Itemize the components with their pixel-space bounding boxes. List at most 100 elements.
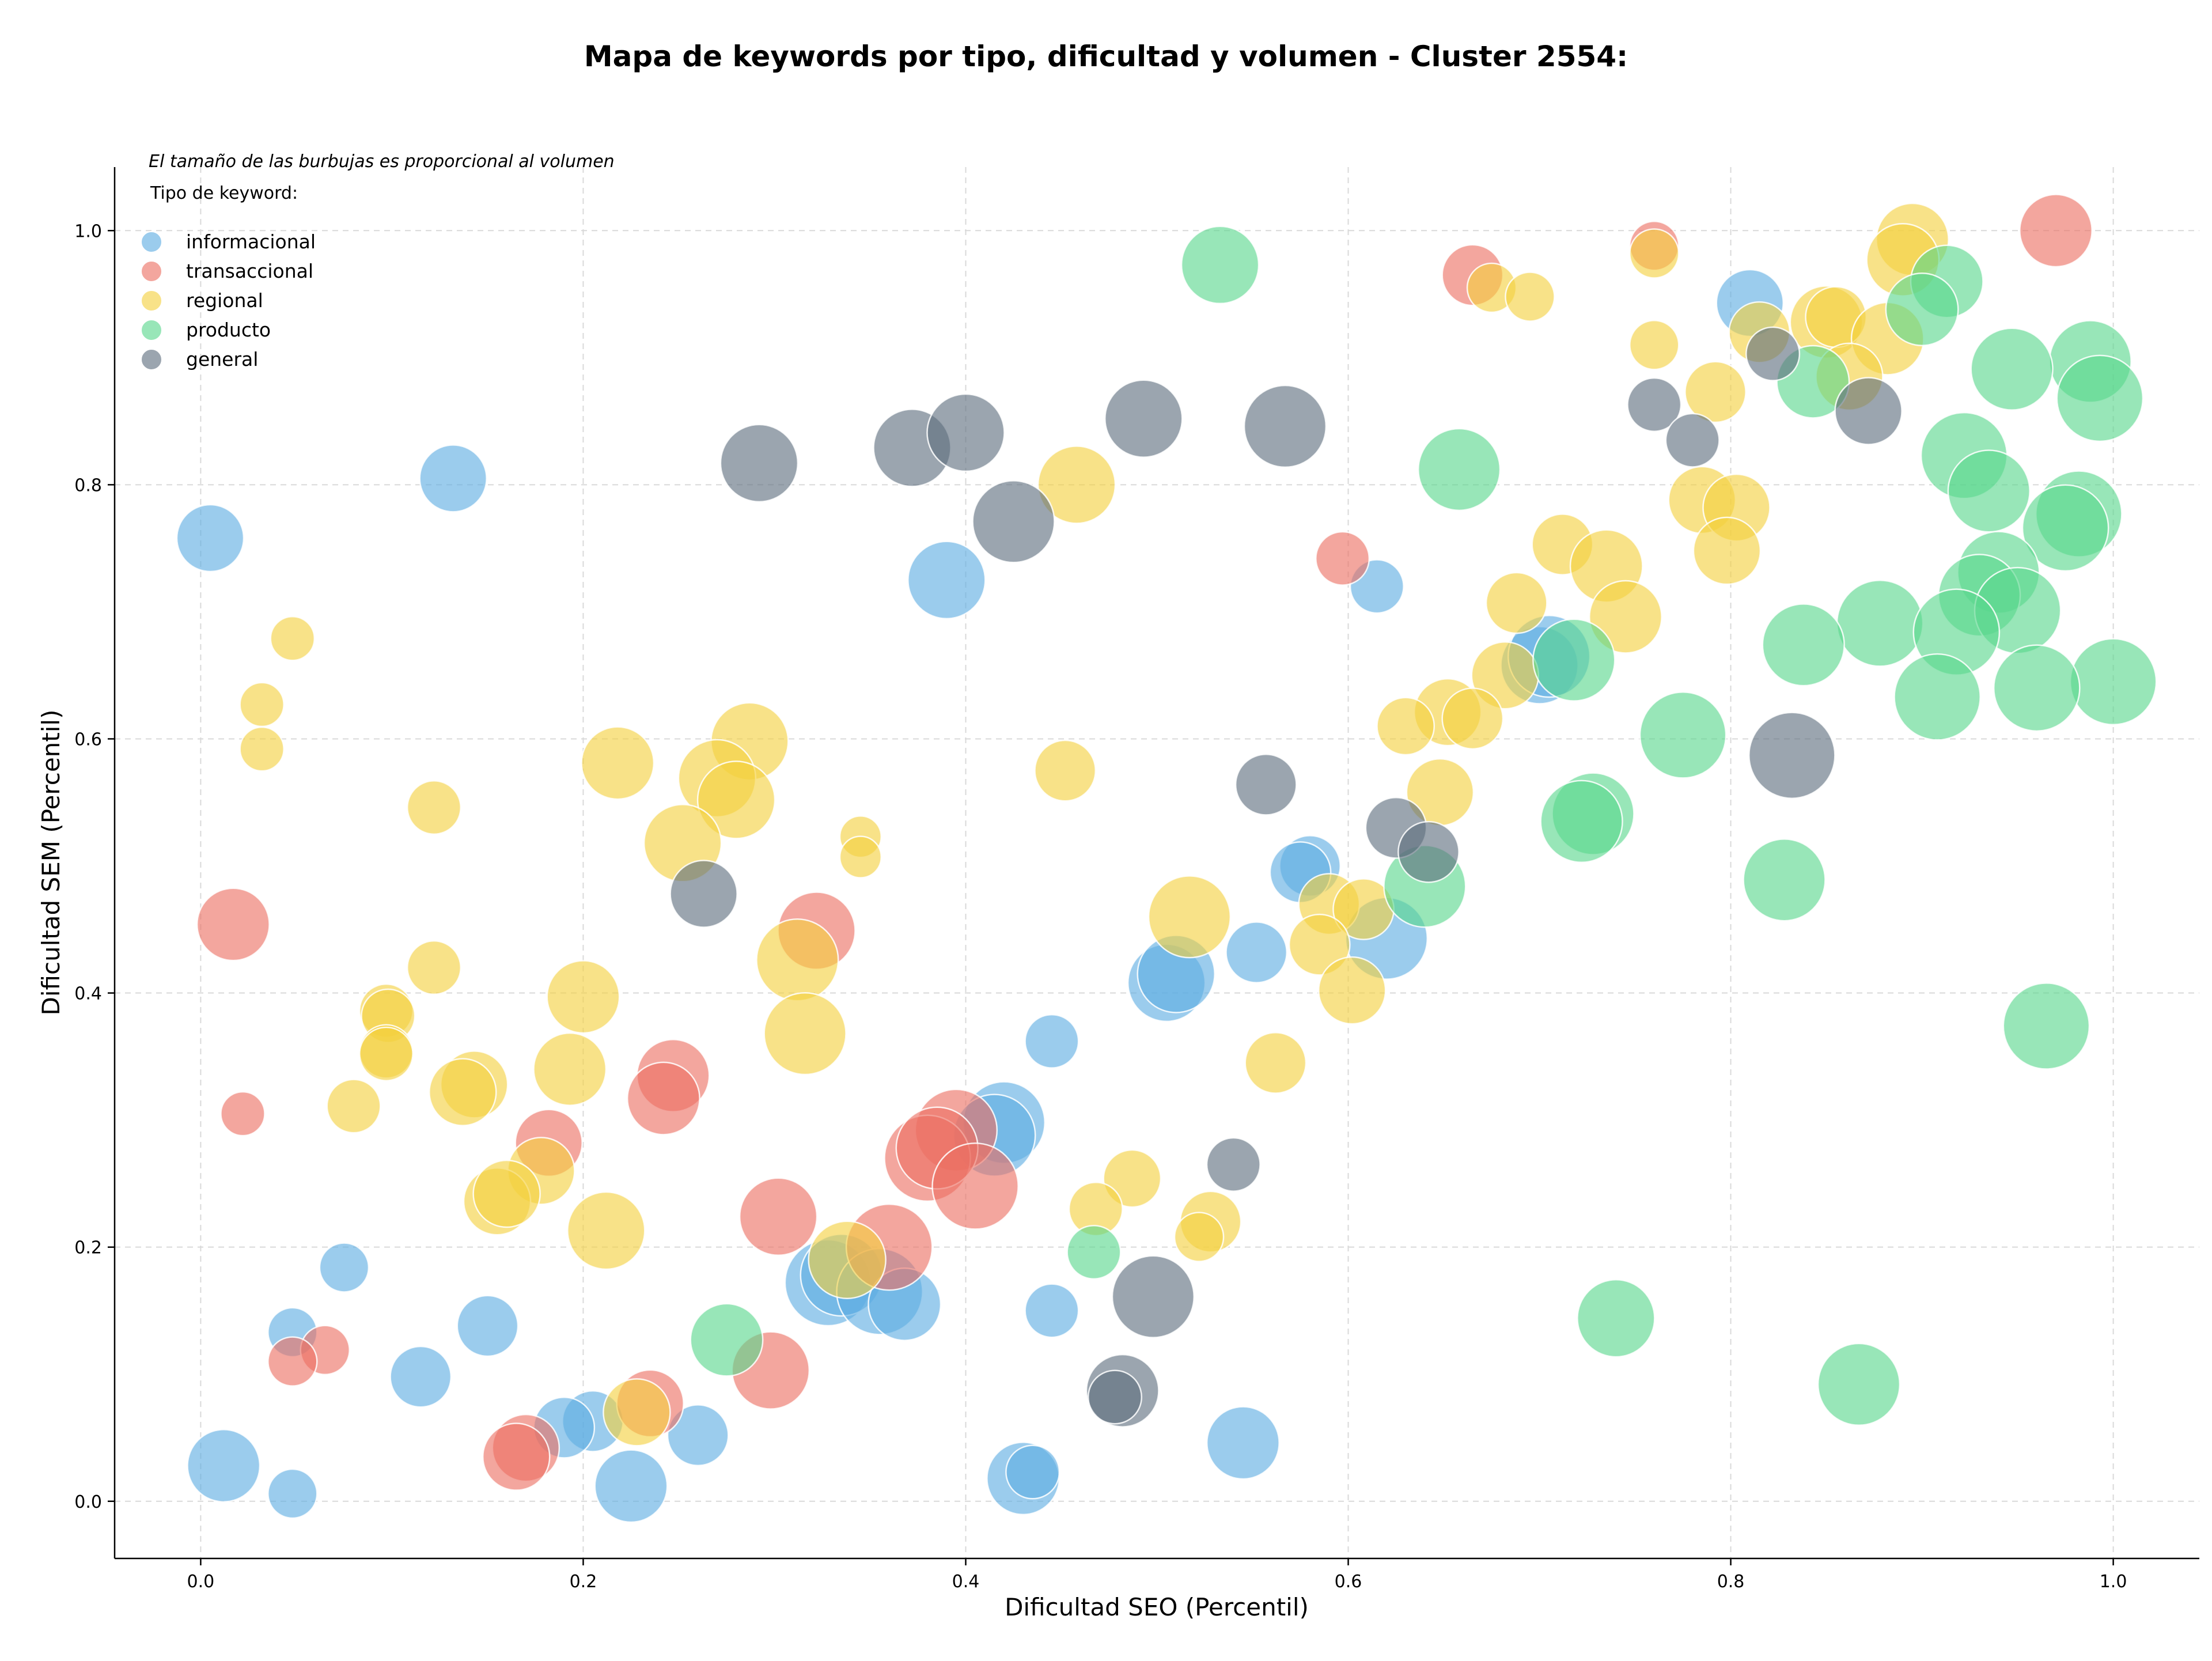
legend-label: producto	[186, 319, 271, 341]
bubble-point	[358, 1026, 414, 1081]
bubble-point	[1665, 413, 1720, 468]
bubble-point	[2069, 638, 2157, 726]
bubble-point	[1397, 820, 1460, 883]
bubble-point	[1147, 875, 1232, 959]
bubble-point	[2056, 354, 2144, 442]
bubble-point	[1315, 531, 1370, 586]
chart-title: Mapa de keywords por tipo, dificultad y …	[584, 40, 1628, 73]
bubble-point	[1627, 377, 1682, 432]
y-tick-label: 0.0	[74, 1492, 102, 1512]
y-axis-label: Dificultad SEM (Percentil)	[37, 710, 65, 1016]
x-tick-label: 0.8	[1717, 1572, 1745, 1592]
bubble-point	[1234, 753, 1297, 816]
bubble-point	[1993, 644, 2081, 732]
bubble-point	[1485, 572, 1548, 634]
bubble-point	[926, 393, 1005, 472]
bubble-point	[2021, 484, 2109, 572]
bubble-point	[239, 682, 285, 728]
bubble-point	[1836, 579, 1924, 667]
bubbles	[176, 194, 2157, 1523]
bubble-point	[603, 1378, 671, 1447]
bubble-point	[239, 726, 285, 772]
legend-label: general	[186, 348, 258, 370]
bubble-point	[1034, 739, 1097, 802]
y-tick-label: 0.2	[74, 1238, 102, 1258]
bubble-point	[594, 1449, 668, 1523]
bubble-point	[666, 1404, 729, 1466]
grid-lines	[115, 167, 2199, 1558]
bubble-point	[1540, 780, 1623, 863]
legend-label: informacional	[186, 230, 316, 253]
bubble-point	[1743, 838, 1826, 922]
bubble-point	[1206, 1406, 1280, 1480]
y-tick-label: 1.0	[74, 221, 102, 241]
bubble-point	[482, 1422, 551, 1491]
bubble-point	[1745, 326, 1801, 381]
bubble-point	[1005, 1444, 1060, 1500]
bubble-point	[756, 918, 839, 1002]
legend-marker	[141, 319, 162, 341]
bubble-point	[1037, 445, 1116, 524]
bubble-point	[187, 1429, 261, 1503]
bubble-point	[220, 1091, 266, 1137]
bubble-point	[581, 726, 655, 800]
bubble-point	[1180, 225, 1260, 305]
bubble-point	[1317, 956, 1387, 1025]
bubble-point	[931, 1142, 1019, 1230]
bubble-point	[533, 1032, 607, 1106]
bubble-point	[1024, 1283, 1080, 1338]
bubble-size-note: El tamaño de las burbujas es proporciona…	[149, 152, 615, 172]
bubble-point	[406, 780, 462, 835]
x-tick-label: 0.0	[187, 1572, 215, 1592]
bubble-point	[1417, 427, 1501, 512]
bubble-point	[1243, 384, 1327, 468]
legend-label: regional	[186, 289, 263, 312]
bubble-point	[1441, 687, 1504, 750]
bubble-point	[696, 760, 776, 839]
x-tick-label: 0.2	[570, 1572, 597, 1592]
bubble-point	[738, 1177, 818, 1256]
legend-marker	[141, 349, 162, 370]
bubble-point	[419, 444, 487, 513]
bubble-point	[1629, 320, 1680, 370]
bubble-point	[1970, 327, 2054, 411]
bubble-point	[196, 887, 270, 962]
bubble-point	[1244, 1031, 1307, 1094]
y-tick-label: 0.8	[74, 475, 102, 495]
bubble-point	[1748, 712, 1836, 799]
bubble-point	[1225, 921, 1288, 983]
bubble-point	[176, 504, 245, 573]
bubble-point	[546, 960, 620, 1034]
bubble-point	[1834, 377, 1903, 445]
bubble-point	[429, 1058, 497, 1126]
legend-label: transaccional	[186, 260, 313, 282]
bubble-point	[626, 1061, 700, 1136]
bubble-point	[1893, 653, 1981, 741]
bubble-point	[669, 860, 738, 928]
bubble-point	[1173, 1212, 1225, 1262]
bubble-point	[270, 615, 316, 661]
bubble-point	[1577, 1278, 1656, 1358]
bubble-point	[1588, 580, 1662, 654]
bubble-point	[389, 1345, 452, 1408]
x-tick-label: 0.6	[1335, 1572, 1362, 1592]
bubble-point	[1532, 618, 1616, 702]
bubble-point	[1376, 697, 1435, 756]
bubble-point	[1639, 691, 1727, 779]
bubble-point	[808, 1220, 887, 1299]
bubble-point	[839, 835, 882, 879]
bubble-point	[1947, 449, 2031, 533]
y-tick-label: 0.4	[74, 984, 102, 1004]
axis-ticks: 0.0 0.2 0.4 0.6 0.8 1.0 0.0 0.2 0.4 0.6 0.8 1.0	[74, 221, 2127, 1592]
bubble-point	[1505, 271, 1555, 322]
bubble-point	[326, 1079, 381, 1134]
bubble-point	[1024, 1013, 1080, 1069]
bubble-point	[267, 1468, 318, 1519]
bubble-point	[1066, 1224, 1122, 1280]
bubble-point	[1104, 379, 1183, 458]
bubble-point	[456, 1295, 519, 1357]
bubble-point	[2002, 982, 2090, 1070]
series-regional	[239, 202, 1949, 1447]
bubble-point	[267, 1336, 318, 1387]
